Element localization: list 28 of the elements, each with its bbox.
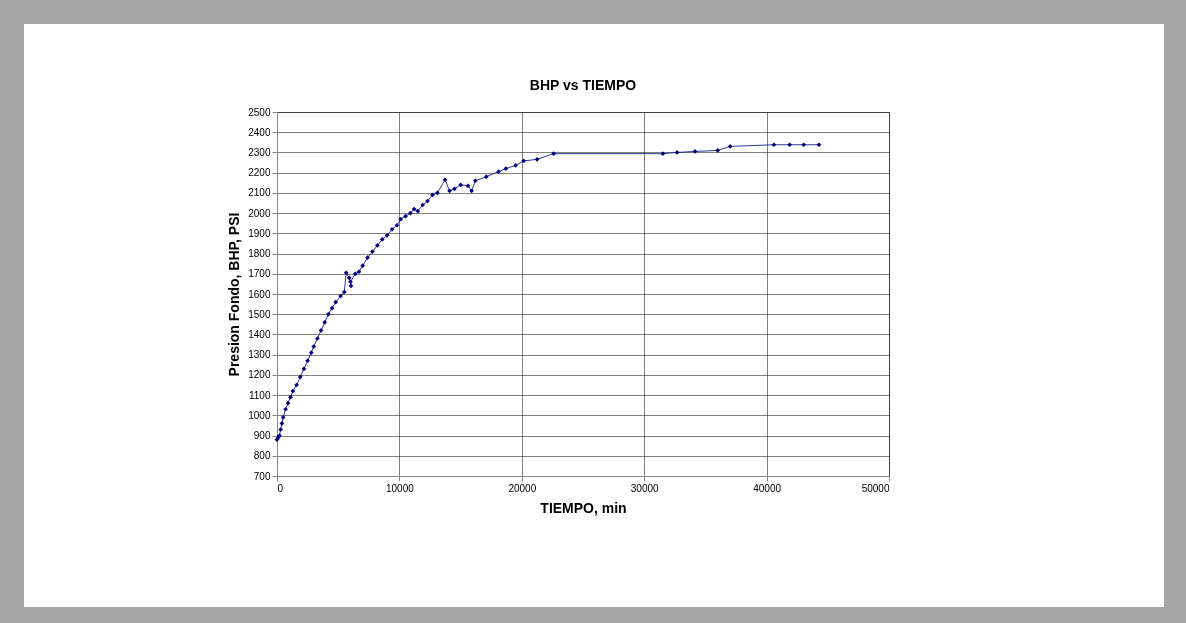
y-tick-label: 900: [253, 430, 271, 442]
y-tick-label: 700: [253, 470, 271, 482]
y-tick-label: 1100: [248, 389, 271, 401]
y-tick-label: 1200: [248, 369, 271, 381]
x-tick-label: 20000: [508, 482, 537, 494]
y-tick-label: 1400: [248, 328, 271, 340]
y-tick-label: 2100: [248, 187, 271, 199]
x-axis-title: TIEMPO, min: [540, 499, 627, 516]
y-tick-label: 1000: [248, 409, 271, 421]
y-tick-label: 2000: [248, 207, 271, 219]
chart-title: BHP vs TIEMPO: [529, 77, 637, 93]
x-tick-label: 0: [277, 482, 284, 494]
x-tick-label: 30000: [630, 482, 660, 494]
x-tick-label: 10000: [385, 482, 415, 494]
y-tick-label: 2300: [248, 146, 271, 158]
y-axis-title: Presion Fondo, BHP, PSI: [226, 212, 243, 377]
y-tick-label: 1500: [248, 308, 271, 320]
y-tick-label: 1700: [248, 268, 271, 280]
x-tick-label: 40000: [753, 482, 782, 494]
y-tick-label: 1800: [248, 248, 271, 260]
y-tick-label: 1600: [248, 288, 271, 300]
y-tick-label: 1900: [248, 227, 271, 239]
y-tick-label: 800: [253, 450, 271, 462]
y-tick-label: 1300: [248, 349, 271, 361]
y-tick-label: 2500: [248, 106, 271, 118]
y-tick-label: 2200: [248, 167, 271, 179]
x-tick-label: 50000: [861, 482, 890, 494]
y-tick-label: 2400: [248, 126, 271, 138]
